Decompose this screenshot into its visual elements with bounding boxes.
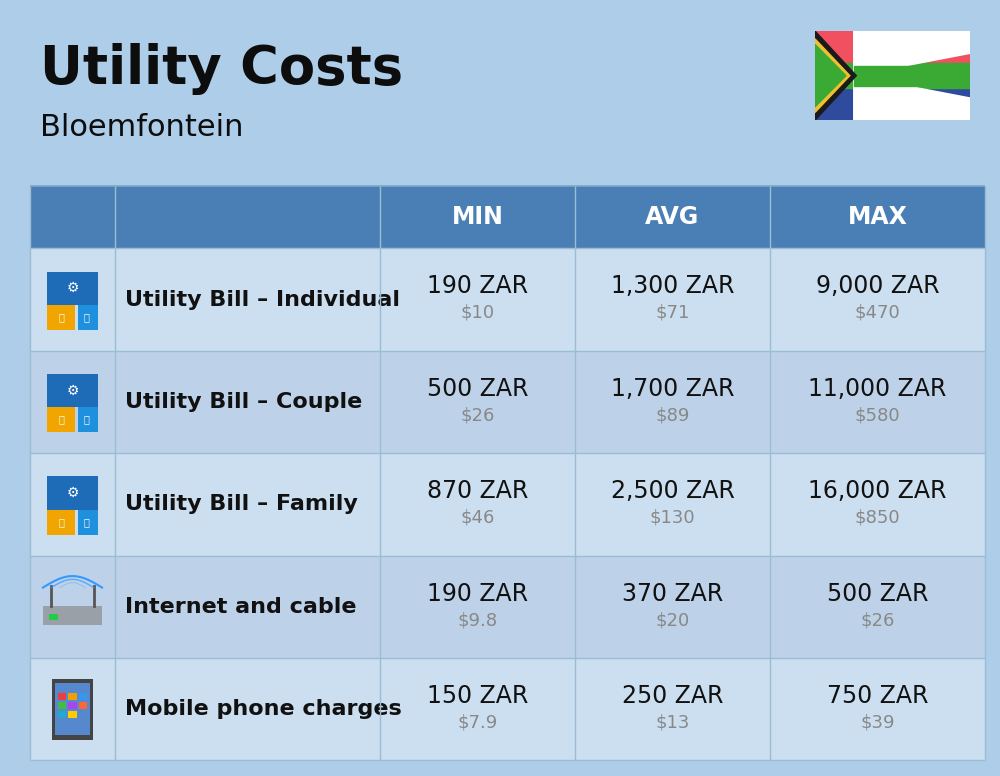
- Text: 🔌: 🔌: [59, 517, 64, 527]
- FancyBboxPatch shape: [47, 374, 98, 407]
- Text: $470: $470: [855, 304, 900, 322]
- FancyBboxPatch shape: [55, 684, 90, 735]
- Text: 💧: 💧: [84, 517, 89, 527]
- FancyBboxPatch shape: [30, 453, 985, 556]
- FancyBboxPatch shape: [58, 712, 66, 718]
- Text: $850: $850: [855, 509, 900, 527]
- FancyBboxPatch shape: [58, 702, 66, 709]
- Text: 💧: 💧: [84, 312, 89, 322]
- FancyBboxPatch shape: [68, 702, 77, 709]
- FancyBboxPatch shape: [47, 510, 75, 535]
- Text: 1,700 ZAR: 1,700 ZAR: [611, 376, 734, 400]
- Text: Mobile phone charges: Mobile phone charges: [125, 699, 402, 719]
- Bar: [815, 64, 970, 88]
- Text: $26: $26: [860, 611, 895, 629]
- Text: 190 ZAR: 190 ZAR: [427, 274, 528, 298]
- Text: 370 ZAR: 370 ZAR: [622, 581, 723, 605]
- Text: ⚙: ⚙: [66, 487, 79, 501]
- Text: $71: $71: [655, 304, 690, 322]
- Text: $26: $26: [460, 407, 495, 424]
- Polygon shape: [815, 31, 856, 120]
- Text: Utility Bill – Family: Utility Bill – Family: [125, 494, 358, 514]
- Text: $13: $13: [655, 714, 690, 732]
- Text: 2,500 ZAR: 2,500 ZAR: [611, 479, 734, 503]
- Text: Bloemfontein: Bloemfontein: [40, 113, 244, 141]
- Text: $7.9: $7.9: [457, 714, 498, 732]
- Polygon shape: [854, 76, 970, 120]
- FancyBboxPatch shape: [30, 658, 985, 760]
- FancyBboxPatch shape: [30, 351, 985, 453]
- Text: 🔌: 🔌: [59, 414, 64, 424]
- FancyBboxPatch shape: [30, 556, 985, 658]
- Text: $89: $89: [655, 407, 690, 424]
- Text: 190 ZAR: 190 ZAR: [427, 581, 528, 605]
- Text: ⚙: ⚙: [66, 384, 79, 398]
- Text: 870 ZAR: 870 ZAR: [427, 479, 528, 503]
- Text: $46: $46: [460, 509, 495, 527]
- Text: Internet and cable: Internet and cable: [125, 597, 356, 617]
- FancyBboxPatch shape: [68, 712, 77, 718]
- FancyBboxPatch shape: [79, 694, 87, 700]
- Polygon shape: [815, 39, 850, 113]
- Text: 250 ZAR: 250 ZAR: [622, 684, 723, 708]
- FancyBboxPatch shape: [52, 679, 93, 740]
- Text: 11,000 ZAR: 11,000 ZAR: [808, 376, 947, 400]
- Text: 500 ZAR: 500 ZAR: [827, 581, 928, 605]
- FancyBboxPatch shape: [78, 510, 98, 535]
- FancyBboxPatch shape: [43, 605, 102, 625]
- Text: $10: $10: [460, 304, 495, 322]
- FancyBboxPatch shape: [47, 272, 98, 305]
- Text: Utility Bill – Couple: Utility Bill – Couple: [125, 392, 362, 412]
- Text: 500 ZAR: 500 ZAR: [427, 376, 528, 400]
- FancyBboxPatch shape: [47, 407, 75, 432]
- FancyBboxPatch shape: [78, 407, 98, 432]
- Text: MIN: MIN: [452, 206, 503, 229]
- Text: $20: $20: [655, 611, 690, 629]
- Text: 16,000 ZAR: 16,000 ZAR: [808, 479, 947, 503]
- Polygon shape: [815, 44, 846, 107]
- FancyBboxPatch shape: [79, 702, 87, 709]
- FancyBboxPatch shape: [58, 694, 66, 700]
- Text: 750 ZAR: 750 ZAR: [827, 684, 928, 708]
- FancyBboxPatch shape: [30, 248, 985, 351]
- Text: 150 ZAR: 150 ZAR: [427, 684, 528, 708]
- Text: MAX: MAX: [848, 206, 907, 229]
- Text: Utility Bill – Individual: Utility Bill – Individual: [125, 289, 400, 310]
- Text: 1,300 ZAR: 1,300 ZAR: [611, 274, 734, 298]
- Bar: [815, 76, 970, 120]
- Text: AVG: AVG: [645, 206, 700, 229]
- Text: $39: $39: [860, 714, 895, 732]
- FancyBboxPatch shape: [47, 305, 75, 330]
- FancyBboxPatch shape: [49, 614, 58, 620]
- FancyBboxPatch shape: [68, 694, 77, 700]
- FancyBboxPatch shape: [30, 186, 985, 248]
- Text: $580: $580: [855, 407, 900, 424]
- Polygon shape: [854, 31, 970, 76]
- Bar: [854, 66, 970, 85]
- Text: 9,000 ZAR: 9,000 ZAR: [816, 274, 939, 298]
- FancyBboxPatch shape: [47, 476, 98, 510]
- Text: 🔌: 🔌: [59, 312, 64, 322]
- Text: $9.8: $9.8: [457, 611, 498, 629]
- FancyBboxPatch shape: [78, 305, 98, 330]
- Bar: [815, 31, 970, 76]
- Text: $130: $130: [650, 509, 695, 527]
- Text: 💧: 💧: [84, 414, 89, 424]
- Text: Utility Costs: Utility Costs: [40, 43, 403, 95]
- Text: ⚙: ⚙: [66, 282, 79, 296]
